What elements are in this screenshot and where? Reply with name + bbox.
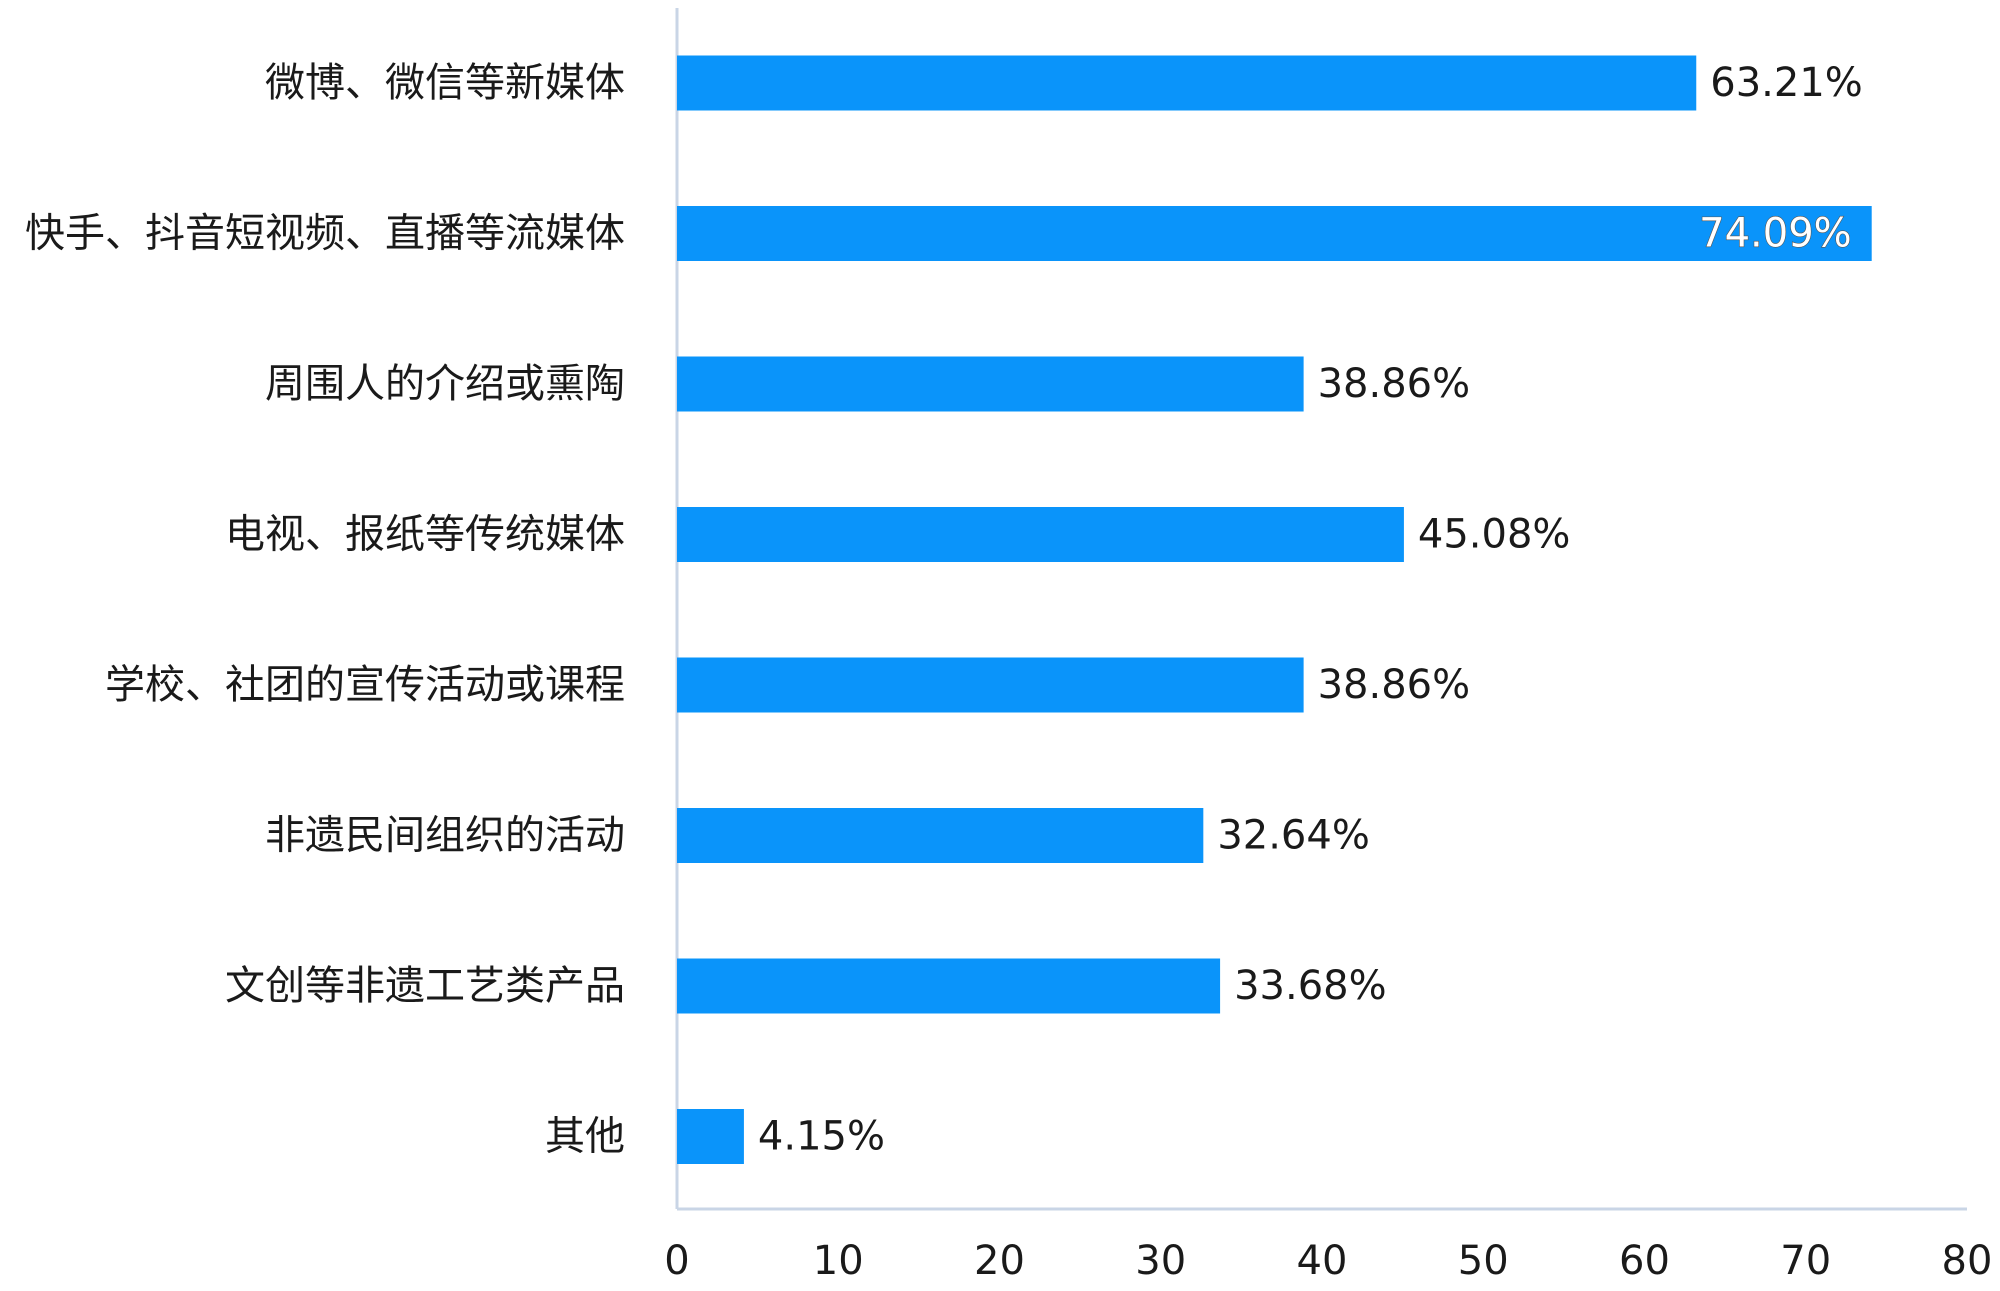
data-label: 38.86%	[1318, 361, 1471, 407]
category-label: 电视、报纸等传统媒体	[225, 512, 625, 558]
data-label: 32.64%	[1217, 813, 1370, 859]
bar	[677, 958, 1221, 1014]
bar	[677, 55, 1697, 111]
x-tick-label: 0	[664, 1238, 689, 1284]
data-label: 38.86%	[1318, 662, 1471, 708]
x-tick-label: 70	[1780, 1238, 1831, 1284]
category-label: 周围人的介绍或熏陶	[265, 361, 625, 407]
data-label: 33.68%	[1234, 963, 1387, 1009]
x-tick-label: 10	[813, 1238, 864, 1284]
category-label: 微博、微信等新媒体	[265, 60, 625, 106]
bar	[677, 507, 1404, 562]
bar	[677, 657, 1304, 713]
data-label: 45.08%	[1418, 512, 1571, 558]
category-label: 学校、社团的宣传活动或课程	[105, 662, 625, 708]
bar	[677, 356, 1304, 412]
x-tick-label: 60	[1619, 1238, 1670, 1284]
data-label: 4.15%	[758, 1114, 885, 1160]
bar	[677, 1109, 744, 1164]
category-label: 快手、抖音短视频、直播等流媒体	[25, 211, 625, 257]
category-label: 其他	[545, 1114, 625, 1160]
bar	[677, 808, 1204, 863]
data-label: 63.21%	[1710, 60, 1863, 106]
x-tick-label: 50	[1458, 1238, 1509, 1284]
bar	[677, 206, 1872, 261]
x-tick-label: 30	[1135, 1238, 1186, 1284]
data-label: 74.09%	[1699, 211, 1852, 257]
x-tick-label: 40	[1297, 1238, 1348, 1284]
category-label: 文创等非遗工艺类产品	[225, 963, 625, 1009]
x-tick-label: 20	[974, 1238, 1025, 1284]
x-tick-label: 80	[1942, 1238, 1993, 1284]
category-label: 非遗民间组织的活动	[265, 813, 625, 859]
